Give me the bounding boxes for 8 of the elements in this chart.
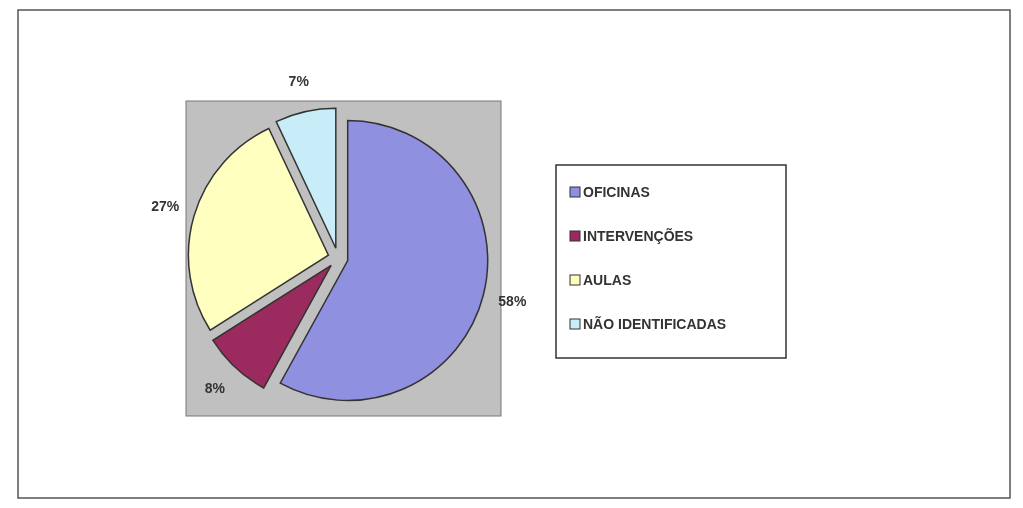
- legend-label: NÃO IDENTIFICADAS: [583, 315, 727, 332]
- legend-label: OFICINAS: [583, 184, 650, 200]
- data-label: 58%: [498, 293, 527, 310]
- data-label: 8%: [204, 379, 226, 396]
- data-label: 7%: [288, 73, 310, 90]
- legend-label: INTERVENÇÕES: [583, 227, 694, 244]
- legend-label: AULAS: [583, 272, 632, 288]
- data-label: 27%: [151, 198, 180, 215]
